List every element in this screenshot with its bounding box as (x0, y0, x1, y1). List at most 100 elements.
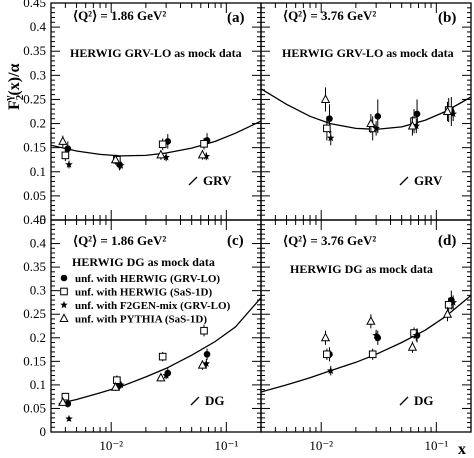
panel-frame (50, 219, 262, 433)
panel-b: ⟨Q²⟩ = 3.76 GeV² HERWIG GRV-LO as mock da… (260, 2, 472, 221)
q2-label: ⟨Q²⟩ = 1.86 GeV² (73, 8, 166, 23)
data-point-circle (60, 274, 68, 282)
data-point-star (412, 331, 421, 339)
y-tick-label: 0.2 (30, 330, 46, 345)
y-tick-label: 0.4 (30, 19, 47, 34)
theory-curve (50, 120, 262, 157)
data-point-triangle (110, 154, 121, 164)
data-point-triangle (320, 94, 331, 103)
x-tick-label: 10⁻² (99, 438, 123, 453)
legend-entry-label: unf. with F2GEN-mix (GRV-LO) (75, 300, 231, 312)
data-point-triangle (58, 136, 68, 145)
y-tick-label: 0.25 (23, 91, 46, 106)
data-point-star (60, 301, 68, 309)
x-tick-label: 10⁻² (309, 438, 333, 453)
data-point-triangle (442, 106, 453, 115)
data-point-square (200, 326, 208, 335)
x-axis-label: x (458, 441, 466, 458)
theory-curve (260, 294, 472, 393)
mock-data-annotation: HERWIG GRV-LO as mock data (282, 46, 454, 60)
data-point-star (65, 414, 73, 422)
theory-curve (260, 88, 472, 130)
y-tick-label: 0.1 (30, 164, 46, 179)
panel-letter: (a) (227, 10, 245, 26)
y-tick-label: 0.45 (23, 212, 46, 227)
curve-legend-label: GRV (203, 173, 232, 188)
data-point-triangle (110, 381, 121, 391)
data-point-square (113, 376, 121, 384)
panel-letter: (d) (438, 233, 456, 249)
data-point-star (65, 160, 73, 168)
legend: unf. with HERWIG (GRV-LO) unf. with HERWI… (59, 273, 231, 326)
y-tick-label: 0.45 (23, 0, 46, 10)
data-point-square (323, 124, 331, 133)
data-point-star (372, 124, 380, 132)
data-point-triangle (320, 332, 331, 342)
data-point-square (323, 350, 331, 359)
data-point-star (372, 331, 380, 339)
y-tick-label: 0.15 (23, 140, 46, 155)
data-point-triangle (59, 313, 69, 322)
data-point-square (158, 140, 167, 149)
curve-legend-line (399, 176, 409, 186)
data-point-circle (326, 115, 333, 123)
panel-letter: (c) (227, 233, 244, 249)
x-tick-label: 10⁻¹ (424, 438, 448, 453)
q2-label: ⟨Q²⟩ = 3.76 GeV² (283, 8, 376, 23)
data-point-square (60, 287, 68, 296)
data-point-circle (374, 113, 382, 120)
panel-c: 0 0.05 0.1 0.15 0.2 0.25 0.3 0.35 0.4 0.45 10⁻² 10⁻… (23, 212, 262, 453)
data-point-square (61, 392, 70, 401)
y-tick-label: 0.2 (30, 116, 46, 131)
data-point-triangle (197, 149, 208, 159)
data-point-square (158, 352, 167, 361)
y-tick-label: 0.15 (23, 353, 46, 368)
mock-data-annotation: HERWIG DG as mock data (290, 262, 433, 276)
data-point-square (410, 329, 418, 337)
data-point-triangle (156, 149, 166, 159)
panel-a: 0 0.05 0.1 0.15 0.2 0.25 0.3 0.35 0.4 0.45 ⟨Q²⟩ = … (23, 0, 262, 227)
data-point-triangle (58, 397, 68, 406)
data-point-triangle (407, 341, 418, 351)
data-point-circle (203, 350, 211, 358)
q2-label: ⟨Q²⟩ = 3.76 GeV² (283, 233, 376, 248)
mock-data-annotation: HERWIG DG as mock data (72, 255, 215, 269)
curve-legend-line (188, 176, 198, 186)
y-axis-label: F2γ(x)/α (3, 63, 26, 110)
curve-legend-label: DG (414, 393, 434, 408)
data-point-star (412, 122, 421, 130)
data-point-star (202, 152, 211, 160)
y-tick-label: 0.05 (23, 188, 46, 203)
y-tick-label: 0.3 (30, 67, 46, 82)
data-point-square (61, 151, 70, 160)
y-tick-label: 0.3 (30, 283, 46, 298)
panel-letter: (b) (438, 10, 456, 26)
mock-data-annotation: HERWIG GRV-LO as mock data (70, 46, 242, 60)
q2-label: ⟨Q²⟩ = 1.86 GeV² (73, 233, 166, 248)
legend-entry-label: unf. with HERWIG (SaS-1D) (75, 287, 212, 299)
legend-entry-label: unf. with PYTHIA (SaS-1D) (75, 314, 207, 326)
data-point-square (368, 350, 377, 359)
data-point-triangle (407, 120, 418, 130)
y-tick-label: 0.4 (30, 236, 47, 251)
data-point-triangle (156, 372, 166, 382)
legend-entry-label: unf. with HERWIG (GRV-LO) (75, 273, 220, 285)
curve-legend-line (190, 396, 200, 406)
data-point-square (200, 140, 208, 148)
data-point-star (116, 161, 125, 169)
curve-legend-label: DG (205, 393, 225, 408)
data-point-star (116, 380, 125, 389)
y-tick-label: 0 (40, 212, 47, 227)
data-point-star (326, 366, 335, 374)
panel-frame (260, 219, 472, 433)
y-tick-label: 0 (40, 424, 47, 439)
y-tick-label: 0.25 (23, 306, 46, 321)
y-tick-label: 0.35 (23, 43, 46, 58)
data-point-star (326, 134, 335, 142)
theory-curve (58, 297, 262, 405)
data-point-star (449, 298, 457, 306)
x-tick-label: 10⁻¹ (214, 438, 238, 453)
data-point-triangle (197, 359, 208, 369)
data-point-circle (64, 145, 72, 152)
